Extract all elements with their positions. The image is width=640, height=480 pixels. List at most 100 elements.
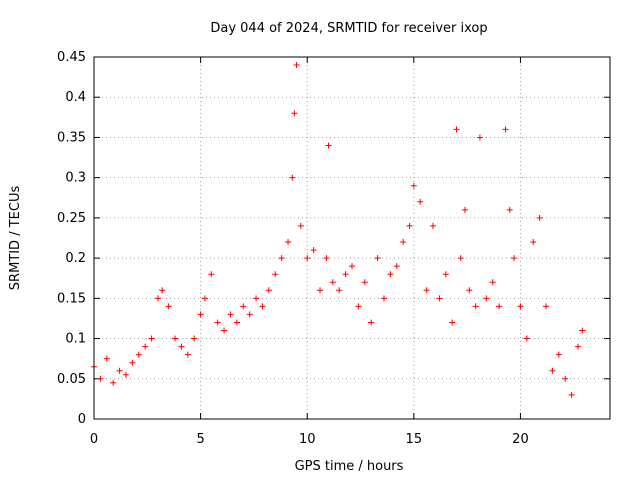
data-point [184, 351, 191, 358]
data-point [97, 375, 104, 382]
data-point [233, 319, 240, 326]
data-point [289, 174, 296, 181]
data-point [387, 271, 394, 278]
data-point [154, 295, 161, 302]
data-point [555, 351, 562, 358]
y-tick-label: 0.15 [57, 291, 86, 306]
data-point [449, 319, 456, 326]
data-point [246, 311, 253, 318]
axis-ticks: 0 0.05 0.1 0.15 0.2 0.25 0.3 0.35 0.4 0.45 0 5 10 15 2… [57, 50, 610, 447]
data-point [349, 263, 355, 270]
data-point [221, 327, 228, 334]
data-point [406, 222, 413, 229]
data-point [400, 239, 407, 246]
data-point [336, 287, 343, 294]
data-point [142, 343, 149, 350]
data-point [110, 379, 117, 386]
data-point [393, 263, 400, 270]
data-point [325, 142, 332, 149]
x-tick-label: 15 [406, 432, 423, 447]
data-point [579, 327, 586, 334]
data-point [240, 303, 247, 310]
x-tick-label: 10 [299, 432, 316, 447]
data-point [457, 255, 464, 262]
data-point [410, 182, 417, 189]
data-point [442, 271, 449, 278]
data-point [502, 126, 509, 133]
y-tick-label: 0 [78, 412, 86, 427]
chart-title: Day 044 of 2024, SRMTID for receiver ixo… [210, 21, 487, 36]
data-point [483, 295, 490, 302]
data-point [511, 255, 518, 262]
data-point [297, 222, 304, 229]
data-point [116, 367, 123, 374]
y-tick-label: 0.25 [57, 211, 86, 226]
data-point [430, 222, 437, 229]
data-point [278, 255, 285, 262]
x-axis-label: GPS time / hours [295, 459, 404, 474]
data-point [191, 335, 198, 342]
data-point [523, 335, 530, 342]
y-tick-label: 0.35 [57, 130, 86, 145]
data-point [304, 255, 311, 262]
data-point [361, 279, 368, 286]
data-point [103, 355, 110, 362]
data-point [536, 214, 543, 221]
y-tick-label: 0.2 [65, 251, 86, 266]
data-point [291, 110, 298, 117]
data-point [214, 319, 221, 326]
y-tick-label: 0.4 [65, 90, 86, 105]
data-point [496, 303, 503, 310]
data-point [453, 126, 460, 133]
x-tick-label: 20 [512, 432, 529, 447]
y-tick-label: 0.1 [65, 332, 86, 347]
data-point [436, 295, 443, 302]
data-point [568, 391, 575, 398]
data-point [368, 319, 375, 326]
grid-lines [94, 57, 610, 419]
data-point [462, 206, 469, 213]
data-points [91, 62, 586, 398]
data-point [562, 375, 569, 382]
y-axis-label: SRMTID / TECUs [8, 186, 23, 291]
data-point [285, 239, 292, 246]
data-point [517, 303, 524, 310]
data-point [165, 303, 172, 310]
data-point [466, 287, 473, 294]
y-tick-label: 0.05 [57, 372, 86, 387]
data-point [575, 343, 582, 350]
data-point [543, 303, 550, 310]
data-point [122, 371, 129, 378]
data-point [549, 367, 556, 374]
data-point [317, 287, 324, 294]
plot-frame [93, 56, 611, 420]
data-point [272, 271, 279, 278]
data-point [374, 255, 381, 262]
x-tick-label: 5 [196, 432, 204, 447]
data-point [259, 303, 266, 310]
data-point [355, 303, 362, 310]
data-point [148, 335, 155, 342]
data-point [208, 271, 215, 278]
data-point [172, 335, 179, 342]
data-point [323, 255, 330, 262]
data-point [135, 351, 142, 358]
y-tick-label: 0.45 [57, 50, 86, 65]
data-point [293, 62, 300, 69]
data-point [227, 311, 234, 318]
data-point [329, 279, 336, 286]
data-point [310, 247, 317, 254]
data-point [506, 206, 513, 213]
data-point [265, 287, 272, 294]
data-point [197, 311, 204, 318]
data-point [489, 279, 496, 286]
data-point [253, 295, 260, 302]
data-point [178, 343, 185, 350]
data-point [530, 239, 537, 246]
x-tick-label: 0 [90, 432, 98, 447]
data-point [129, 359, 136, 366]
data-point [423, 287, 430, 294]
data-point [159, 287, 166, 294]
data-point [417, 198, 424, 205]
